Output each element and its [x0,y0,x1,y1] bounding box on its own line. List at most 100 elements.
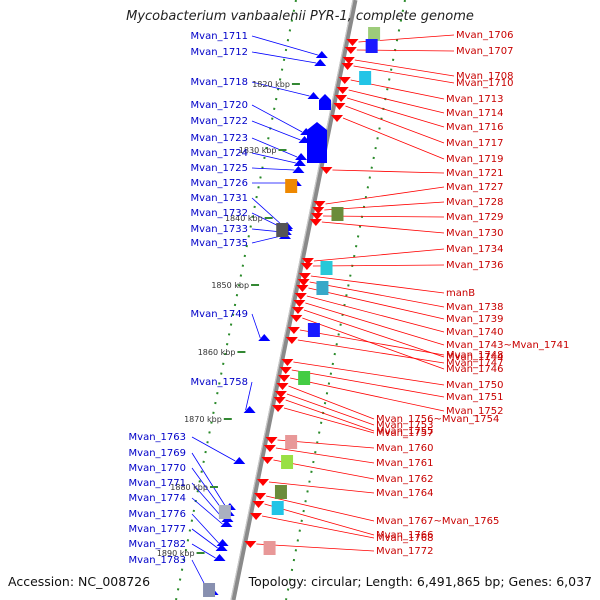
reverse-gene-arrow [244,541,257,548]
forward-gene-arrow [216,539,229,546]
leader-line [251,197,284,227]
reverse-gene-arrow [313,201,326,208]
gene-label-right: Mvan_1760 [376,443,433,454]
gene-label-left: Mvan_1722 [191,116,248,127]
scale-tick-label: 1860 kbp [198,348,236,357]
gene-label-right: Mvan_1744 [446,352,503,363]
gene-feature-box [331,207,344,221]
leader-line [348,89,445,114]
leader-line [302,317,445,370]
gene-label-right: Mvan_1721 [446,168,503,179]
reverse-gene-arrow [287,327,300,334]
forward-gene-arrow [292,166,305,173]
gene-label-right: Mvan_1727 [446,182,503,193]
leader-line [305,302,445,346]
reverse-gene-arrow [250,513,263,520]
leader-line [308,287,445,320]
forward-gene-arrow [213,554,226,561]
gene-label-right: Mvan_1734 [446,244,503,255]
leader-line [291,369,445,398]
leader-line [285,399,375,432]
gene-label-right: Mvan_1753 [376,420,433,431]
reverse-gene-arrow [344,47,357,54]
gene-label-right: Mvan_1762 [376,474,433,485]
gene-label-right: Mvan_1708 [456,71,513,82]
reverse-gene-arrow [290,315,303,322]
gene-label-left: Mvan_1758 [191,377,248,388]
leader-line [251,235,282,244]
gene-label-left: Mvan_1783 [129,555,186,566]
outer-track-right [285,0,406,600]
leader-line [309,281,445,308]
gene-label-right: Mvan_1756~Mvan_1754 [376,414,499,425]
leader-line [251,104,303,133]
gene-label-right: Mvan_1766 [376,530,433,541]
leader-line [251,120,301,141]
gene-label-right: Mvan_1748 [446,350,503,361]
reverse-gene-arrow [293,300,306,307]
forward-gene-arrow [220,520,233,527]
leader-line [191,482,224,520]
leader-line [312,264,445,267]
gene-label-left: Mvan_1712 [191,47,248,58]
gene-label-right: Mvan_1761 [376,458,433,469]
leader-line [288,385,375,420]
forward-gene-arrow [233,457,246,464]
scale-tick-label: 1850 kbp [211,281,249,290]
gene-label-right: Mvan_1752 [446,406,503,417]
leader-line [321,221,445,234]
leader-line [299,329,445,356]
leader-line [283,407,375,434]
reverse-gene-arrow [274,391,287,398]
leader-line [324,201,445,211]
leader-line [251,313,261,339]
leader-line [262,515,375,539]
forward-gene-arrow [215,544,228,551]
leader-line [191,436,236,462]
leader-line [191,497,223,525]
gene-label-right: Mvan_1767~Mvan_1765 [376,516,499,527]
gene-label-right: Mvan_1747 [446,358,503,369]
reverse-gene-arrow [297,279,310,286]
gene-feature-box [274,485,287,499]
reverse-gene-arrow [335,95,348,102]
forward-gene-arrow [315,51,328,58]
leader-line [268,481,375,494]
gene-label-right: Mvan_1710 [456,78,513,89]
gene-label-right: Mvan_1713 [446,94,503,105]
reverse-gene-arrow [281,359,294,366]
leader-line [325,186,445,205]
gene-label-right: Mvan_1736 [446,260,503,271]
leader-line [332,169,445,174]
gene-label-right: Mvan_1706 [456,30,513,41]
gene-label-right: manB [446,288,475,299]
gene-label-left: Mvan_1726 [191,178,248,189]
leader-line [310,275,445,294]
gene-label-left: Mvan_1769 [129,448,186,459]
forward-gene-arrow [243,406,256,413]
gene-feature-box [281,455,294,469]
gene-label-right: Mvan_1746 [446,364,503,375]
reverse-gene-arrow [346,39,359,46]
scale-tick-label: 1820 kbp [252,80,290,89]
reverse-gene-arrow [265,437,278,444]
forward-gene-block [307,122,327,163]
leader-line [353,65,455,84]
genome-backbone-highlight [230,0,354,600]
gene-label-left: Mvan_1720 [191,100,248,111]
gene-label-left: Mvan_1735 [191,238,248,249]
reverse-gene-arrow [309,219,322,226]
leader-line [303,309,445,358]
reverse-gene-arrow [291,307,304,314]
reverse-gene-arrow [256,479,269,486]
gene-label-right: Mvan_1772 [376,546,433,557]
gene-feature-box [203,583,216,597]
gene-label-left: Mvan_1770 [129,463,186,474]
gene-label-right: Mvan_1755 [376,426,433,437]
gene-label-left: Mvan_1782 [129,539,186,550]
reverse-gene-arrow [341,63,354,70]
leader-line [256,543,375,552]
forward-gene-arrow [307,92,320,99]
gene-label-right: Mvan_1764 [376,488,433,499]
gene-label-right: Mvan_1757 [376,428,433,439]
